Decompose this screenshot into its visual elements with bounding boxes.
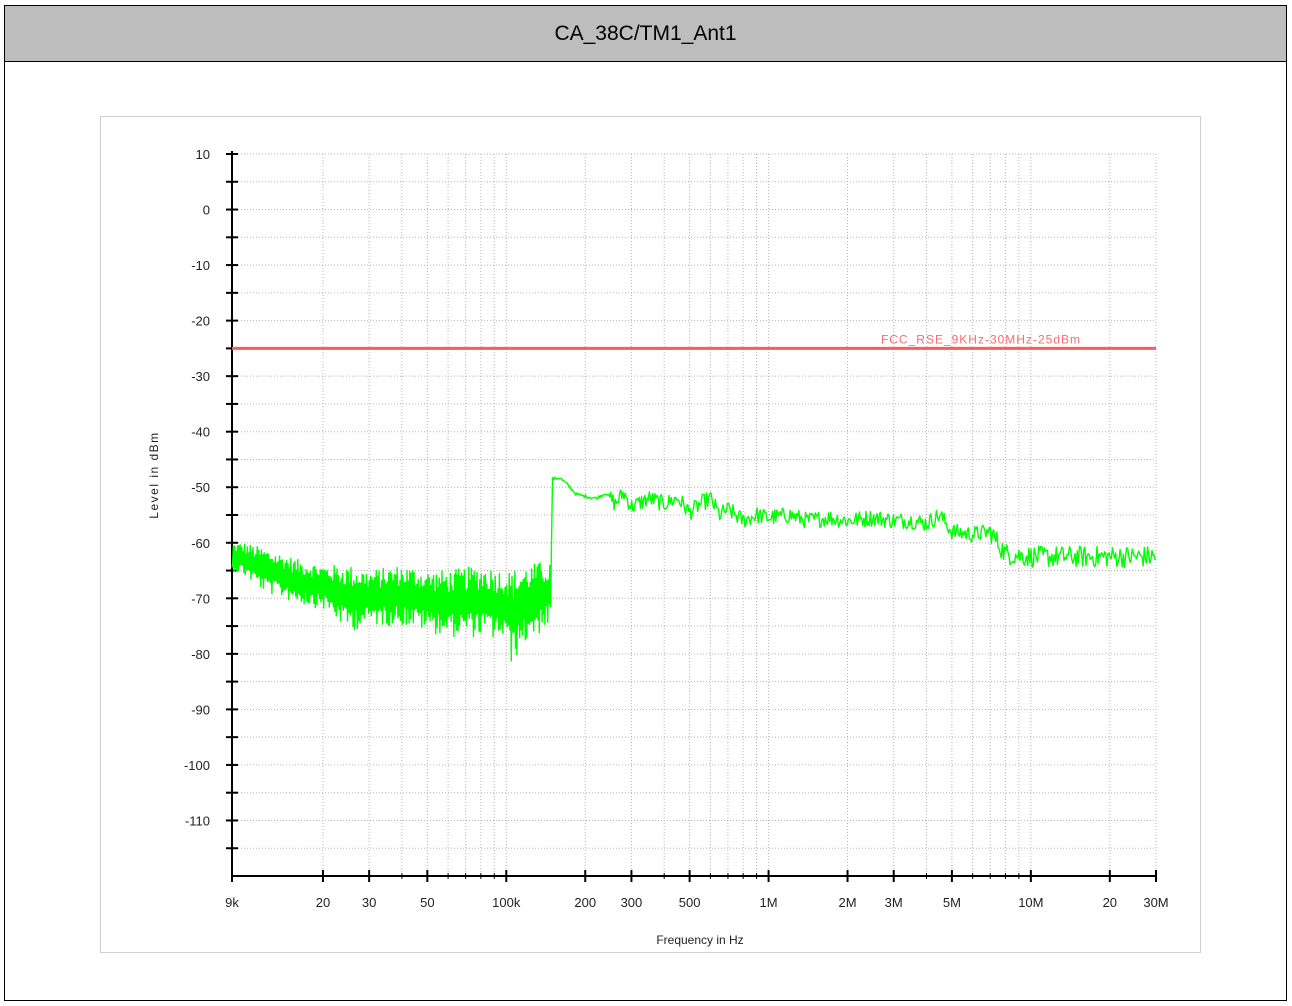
x-tick-label: 300 (621, 895, 643, 910)
y-tick-label: -50 (191, 480, 210, 495)
x-axis-title: Frequency in Hz (656, 933, 743, 947)
x-tick-label: 30M (1143, 895, 1168, 910)
y-tick-label: -40 (191, 425, 210, 440)
spectrum-chart: 10 0 -10 -20 -30 -40 -50 -60 -70 -80 -90 -100 -110 9k… (147, 147, 1169, 947)
y-tick-label: 10 (196, 147, 210, 162)
spectrum-trace (231, 476, 1156, 662)
x-tick-label: 3M (885, 895, 903, 910)
x-tick-label: 30 (362, 895, 376, 910)
y-tick-label: 0 (203, 203, 210, 218)
limit-line-label: FCC_RSE_9KHz-30MHz-25dBm (881, 332, 1081, 346)
y-tick-label: -100 (184, 758, 210, 773)
chart-panel: 10 0 -10 -20 -30 -40 -50 -60 -70 -80 -90 -100 -110 9k… (100, 116, 1201, 953)
x-tick-label: 9k (225, 895, 239, 910)
x-tick-label: 20 (1103, 895, 1117, 910)
y-tick-label: -110 (185, 813, 210, 828)
x-tick-label: 10M (1018, 895, 1043, 910)
y-tick-label: -30 (191, 369, 210, 384)
y-tick-label: -20 (191, 314, 210, 329)
x-tick-label: 5M (943, 895, 961, 910)
x-tick-label: 500 (679, 895, 701, 910)
x-tick-label: 50 (420, 895, 434, 910)
y-tick-label: -80 (191, 647, 210, 662)
page-title: CA_38C/TM1_Ant1 (5, 6, 1286, 62)
y-axis-title: Level in dBm (147, 431, 161, 518)
y-tick-label: -10 (191, 258, 210, 273)
report-frame: CA_38C/TM1_Ant1 10 0 -10 -20 -30 -40 -50 -60 -70… (4, 5, 1287, 1001)
x-tick-label: 20 (316, 895, 330, 910)
y-tick-label: -90 (191, 702, 210, 717)
x-tick-label: 1M (760, 895, 778, 910)
x-tick-label: 200 (574, 895, 596, 910)
x-tick-label: 100k (492, 895, 521, 910)
y-tick-label: -70 (191, 591, 210, 606)
y-tick-label: -60 (191, 536, 210, 551)
x-tick-label: 2M (838, 895, 856, 910)
